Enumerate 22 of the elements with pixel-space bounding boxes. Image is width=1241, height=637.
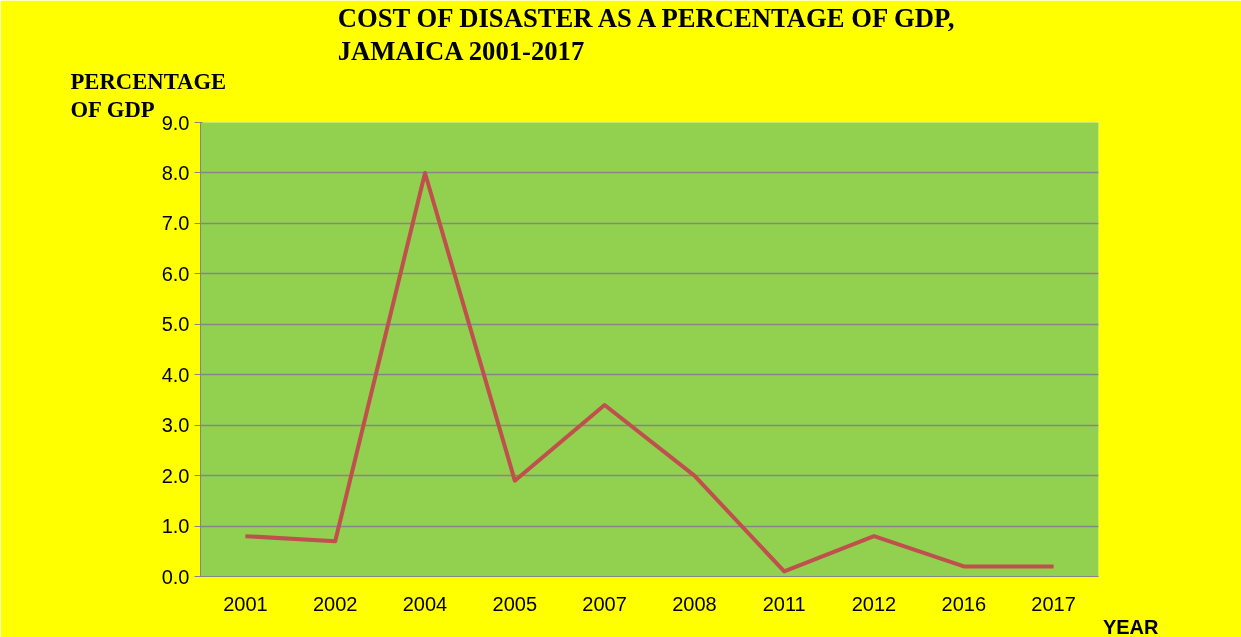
x-tick-label: 2007 <box>582 592 627 615</box>
x-tick-label: 2008 <box>672 592 717 615</box>
x-tick-label: 2001 <box>223 592 268 615</box>
line-series <box>243 170 1056 574</box>
x-tick-label: 2004 <box>402 592 448 615</box>
x-tick-label: 2005 <box>492 592 538 615</box>
y-tick-label: 0.0 <box>161 565 190 588</box>
chart-title: COST OF DISASTER AS A PERCENTAGE OF GDP, JAMAICA 2001-2017 <box>337 2 955 66</box>
x-tick-label: 2017 <box>1031 592 1076 615</box>
x-axis-title: YEAR <box>1102 615 1160 637</box>
y-tick-label: 1.0 <box>161 515 190 538</box>
x-tick-label: 2012 <box>851 592 897 615</box>
y-tick-label: 4.0 <box>161 363 190 386</box>
y-tick-label: 5.0 <box>161 313 190 336</box>
y-tick-label: 2.0 <box>161 464 190 487</box>
y-tick-label: 3.0 <box>161 414 190 437</box>
y-tick-label: 7.0 <box>161 212 190 235</box>
y-tick-label: 8.0 <box>161 161 190 184</box>
x-tick-label: 2011 <box>762 592 806 615</box>
y-tick-label: 6.0 <box>161 262 190 285</box>
x-tick-label: 2002 <box>312 592 358 615</box>
x-tick-label: 2016 <box>941 592 987 615</box>
